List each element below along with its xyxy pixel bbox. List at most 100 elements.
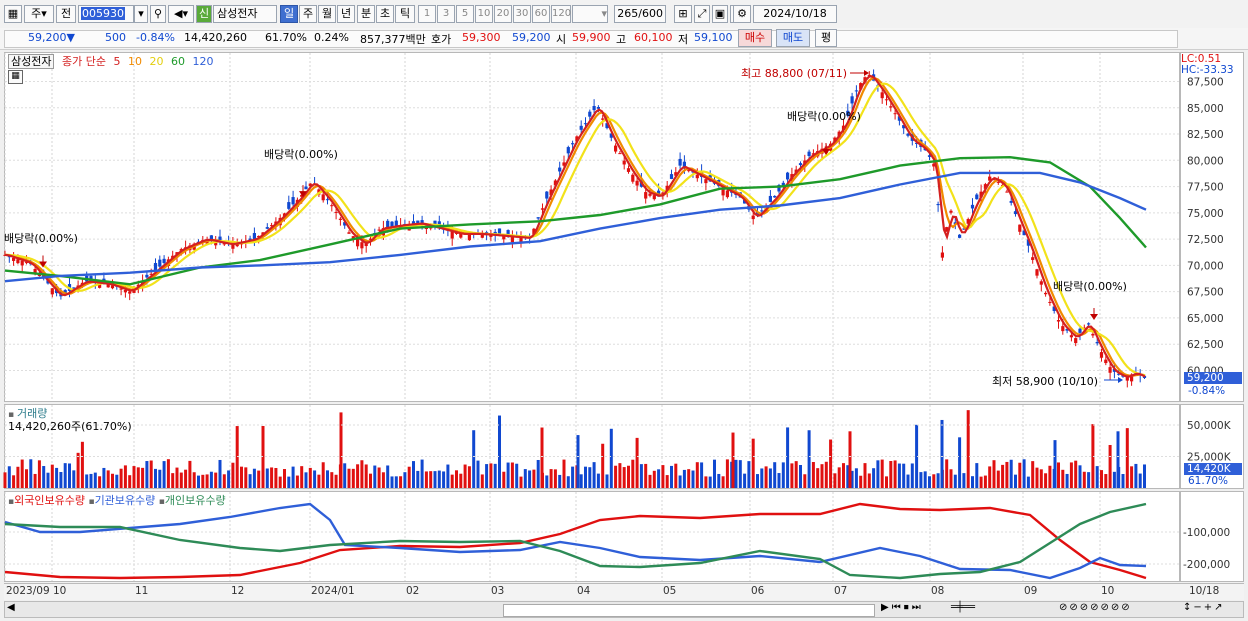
volume-bar — [979, 476, 983, 488]
scroll-nav-icons[interactable]: ▶⏮⏹⏭ — [881, 602, 924, 613]
code-dropdown-icon[interactable]: ▾ — [134, 5, 148, 23]
volume-bar — [188, 460, 192, 488]
interval-30[interactable]: 30 — [513, 5, 531, 23]
interval-1[interactable]: 1 — [418, 5, 436, 23]
volume-bar — [16, 466, 20, 488]
volume-bar — [738, 460, 742, 488]
volume-bar — [1125, 428, 1129, 488]
search-icon[interactable]: ⚲ — [150, 5, 166, 23]
volume-bar — [756, 474, 759, 488]
date-input[interactable]: 2024/10/18 — [753, 5, 837, 23]
chart-tools-icons[interactable]: ⊘⊘⊘⊘⊘⊘⊘ — [1059, 602, 1132, 613]
volume-bar — [872, 468, 876, 488]
candle-body — [631, 174, 635, 182]
volume-bar — [803, 474, 807, 488]
volume-bar — [437, 470, 441, 488]
x-axis-label: 2023/09 — [6, 585, 50, 597]
sell-button[interactable]: 매도 — [776, 29, 810, 47]
volume-bar — [356, 464, 360, 488]
candle-body — [768, 195, 772, 202]
period-week[interactable]: 주 — [299, 5, 317, 23]
prev-button[interactable]: 전 — [56, 5, 76, 23]
volume-bar — [119, 468, 123, 488]
volume-pane — [4, 404, 1180, 489]
horizontal-scrollbar[interactable]: ◀ ▶⏮⏹⏭ ═╪══ ⊘⊘⊘⊘⊘⊘⊘ ↕−+↗ — [4, 601, 1244, 618]
volume-bar — [725, 459, 729, 488]
window-menu-icon[interactable]: ▦ — [4, 5, 22, 23]
settings-icon[interactable]: ⚙ — [733, 5, 751, 23]
candle-body — [614, 145, 618, 152]
hc-value: HC:-33.33 — [1181, 64, 1234, 76]
period-second[interactable]: 초 — [376, 5, 394, 23]
count-input[interactable]: 265/600 — [614, 5, 666, 23]
volume-bar — [850, 470, 854, 488]
draw-tool-icon[interactable]: ⤢ — [694, 5, 710, 23]
interval-custom-select[interactable]: ▾ — [572, 5, 608, 23]
volume-bar — [820, 464, 824, 488]
interval-3[interactable]: 3 — [437, 5, 455, 23]
volume-bar — [373, 465, 377, 488]
price-axis — [1180, 52, 1244, 402]
volume-bar — [106, 470, 110, 488]
price-tick-label: 87,500 — [1187, 77, 1224, 89]
volume-bar — [326, 470, 329, 488]
period-month[interactable]: 월 — [318, 5, 336, 23]
table-icon[interactable]: ▦ — [8, 70, 23, 84]
interval-10[interactable]: 10 — [475, 5, 493, 23]
price-title[interactable]: 삼성전자 — [8, 54, 55, 69]
save-icon[interactable]: ▣ — [712, 5, 728, 23]
candle-body — [110, 285, 115, 289]
candle-body — [687, 170, 691, 172]
period-year[interactable]: 년 — [337, 5, 355, 23]
mode-select[interactable]: 주▾ — [24, 5, 54, 23]
candle-body — [545, 191, 549, 199]
volume-bar — [988, 466, 992, 488]
zoom-controls-icon[interactable]: ↕−+↗ — [1183, 602, 1225, 613]
x-axis-label: 09 — [1024, 585, 1038, 597]
candle-body — [1026, 239, 1030, 246]
candle-body — [497, 228, 502, 236]
volume-title-text: 거래량 — [16, 407, 48, 420]
candle-body — [489, 234, 493, 237]
dividend-label-1: 배당락(0.00%) — [4, 232, 78, 245]
interval-60[interactable]: 60 — [532, 5, 550, 23]
volume-spike-bar — [731, 432, 735, 488]
scroll-left-icon[interactable]: ◀ — [7, 602, 15, 613]
scroll-thumb[interactable] — [503, 604, 875, 617]
candle-body — [506, 230, 510, 237]
x-axis-label: 2024/01 — [311, 585, 355, 597]
volume-bar — [171, 473, 175, 488]
x-axis-label: 12 — [231, 585, 245, 597]
volume-bar — [278, 476, 282, 488]
volume-menu-icon[interactable]: ▪ — [8, 410, 17, 420]
volume-bar — [158, 469, 162, 488]
volume-bar — [145, 461, 149, 488]
candle-body — [936, 204, 940, 206]
candle-body — [394, 220, 398, 227]
chart-type-icon[interactable]: ⊞ — [674, 5, 692, 23]
interval-20[interactable]: 20 — [494, 5, 512, 23]
buy-button[interactable]: 매수 — [738, 29, 772, 47]
legend-ma60: 60 — [170, 55, 185, 68]
high-pointer-icon — [864, 70, 869, 76]
volume-bar — [691, 470, 695, 488]
volume-bar — [897, 463, 901, 488]
eval-button[interactable]: 평 — [815, 29, 837, 47]
speaker-icon[interactable]: ◀▾ — [168, 5, 194, 23]
volume-bar — [717, 473, 721, 488]
period-tick[interactable]: 틱 — [395, 5, 415, 23]
candle-body — [975, 194, 979, 200]
candle-body — [721, 188, 725, 196]
candle-body — [949, 210, 953, 213]
volume-bar — [300, 466, 304, 488]
volume-bar — [1100, 470, 1103, 488]
period-day[interactable]: 일 — [280, 5, 298, 23]
stock-code-input[interactable]: 005930 — [78, 5, 134, 23]
zoom-slider-icon[interactable]: ═╪══ — [951, 602, 976, 613]
volume-bar — [902, 463, 906, 488]
interval-120[interactable]: 120 — [551, 5, 571, 23]
period-minute[interactable]: 분 — [357, 5, 375, 23]
volume-bar — [308, 467, 312, 488]
interval-5[interactable]: 5 — [456, 5, 474, 23]
